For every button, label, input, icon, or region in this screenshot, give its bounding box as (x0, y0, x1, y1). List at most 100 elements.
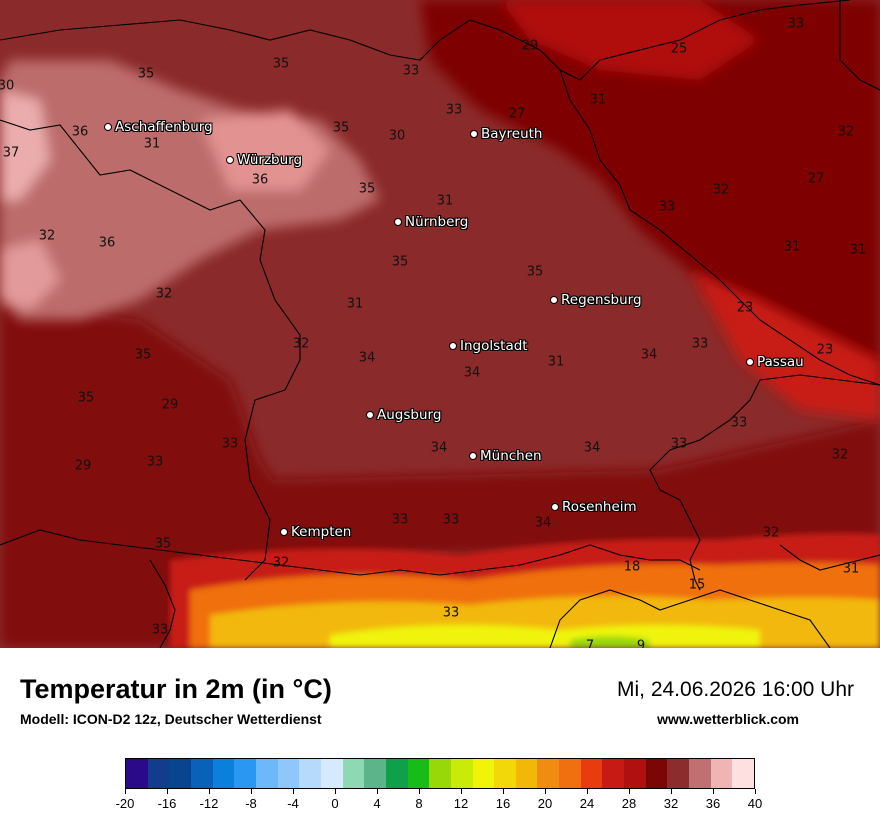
legend-tick-label: 24 (579, 796, 595, 811)
border-italy (549, 589, 831, 648)
city-name: Regensburg (561, 292, 642, 308)
temperature-value: 32 (38, 228, 56, 244)
temperature-value: 36 (251, 172, 269, 188)
legend-tick-label: -12 (199, 796, 219, 811)
city-dot-icon (104, 123, 112, 131)
legend-tick-label: 8 (415, 796, 423, 811)
legend-tick (208, 789, 210, 794)
city-marker[interactable]: Augsburg (366, 407, 441, 423)
temperature-value: 35 (391, 254, 409, 270)
legend-tick (754, 789, 756, 794)
city-marker[interactable]: Aschaffenburg (104, 119, 213, 135)
color-legend (125, 758, 755, 789)
temperature-value: 30 (388, 128, 406, 144)
temperature-value: 31 (547, 354, 565, 370)
legend-tick (418, 789, 420, 794)
temperature-value: 35 (77, 390, 95, 406)
border-bavaria-north (0, 0, 851, 81)
temperature-value: 37 (2, 145, 20, 161)
temperature-value: 15 (688, 577, 706, 593)
legend-color-swatch (667, 759, 690, 788)
city-dot-icon (550, 296, 558, 304)
temperature-value: 33 (442, 512, 460, 528)
temperature-value: 29 (74, 458, 92, 474)
legend-tick-label: 36 (705, 796, 721, 811)
temperature-value: 32 (272, 555, 290, 571)
temperature-value: 33 (691, 336, 709, 352)
temperature-value: 35 (358, 181, 376, 197)
city-marker[interactable]: Passau (746, 354, 804, 370)
legend-color-swatch (429, 759, 451, 788)
city-marker[interactable]: Kempten (280, 524, 351, 540)
city-name: Bayreuth (481, 126, 543, 142)
legend-tick (166, 789, 168, 794)
temperature-value: 33 (221, 436, 239, 452)
temperature-value: 35 (154, 536, 172, 552)
temperature-value: 33 (146, 454, 164, 470)
city-dot-icon (470, 130, 478, 138)
legend-tick-label: 32 (663, 796, 679, 811)
temperature-value: 31 (346, 296, 364, 312)
temperature-value: 35 (134, 347, 152, 363)
map-layer (0, 0, 880, 648)
city-marker[interactable]: München (469, 448, 542, 464)
city-marker[interactable]: Regensburg (550, 292, 642, 308)
legend-color-swatch (689, 759, 711, 788)
temperature-value: 35 (332, 120, 350, 136)
temperature-value: 33 (151, 622, 169, 638)
temperature-value: 29 (521, 38, 539, 54)
legend-tick (628, 789, 630, 794)
legend-tick (334, 789, 336, 794)
website-link[interactable]: www.wetterblick.com (657, 711, 799, 727)
city-name: Aschaffenburg (115, 119, 213, 135)
legend-tick-label: 4 (373, 796, 381, 811)
legend-color-swatch (234, 759, 256, 788)
temperature-map[interactable]: Aschaffenburg Würzburg Bayreuth Nürnberg Reg… (0, 0, 880, 648)
legend-color-swatch (126, 759, 148, 788)
legend-color-swatch (645, 759, 668, 788)
temperature-value: 35 (272, 56, 290, 72)
legend-tick (124, 789, 126, 794)
legend-tick (544, 789, 546, 794)
border-alps (0, 529, 701, 576)
region-hot-west (0, 90, 50, 200)
city-name: München (480, 448, 542, 464)
legend-color-swatch (342, 759, 365, 788)
city-marker[interactable]: Rosenheim (551, 499, 637, 515)
legend-tick-label: 12 (453, 796, 469, 811)
legend-tick (670, 789, 672, 794)
city-marker[interactable]: Bayreuth (470, 126, 543, 142)
city-marker[interactable]: Ingolstadt (449, 338, 528, 354)
legend-color-swatch (147, 759, 170, 788)
temperature-value: 31 (436, 193, 454, 209)
temperature-value: 25 (670, 41, 688, 57)
temperature-value: 33 (402, 63, 420, 79)
legend-tick (712, 789, 714, 794)
city-dot-icon (469, 452, 477, 460)
region-northeast (420, 0, 880, 380)
city-dot-icon (366, 411, 374, 419)
forecast-datetime: Mi, 24.06.2026 16:00 Uhr (617, 678, 854, 701)
temperature-value: 34 (583, 440, 601, 456)
city-name: Passau (757, 354, 804, 370)
legend-tick-label: 16 (495, 796, 511, 811)
legend-color-swatch (494, 759, 516, 788)
legend-color-swatch (450, 759, 473, 788)
temperature-value: 33 (442, 605, 460, 621)
temperature-value: 31 (842, 561, 860, 577)
legend-color-swatch (320, 759, 343, 788)
temperature-value: 23 (736, 300, 754, 316)
city-marker[interactable]: Würzburg (226, 152, 302, 168)
legend-color-swatch (472, 759, 495, 788)
city-dot-icon (280, 528, 288, 536)
border-austria-north (649, 374, 880, 591)
legend-tick-label: -16 (157, 796, 177, 811)
legend-color-swatch (299, 759, 321, 788)
city-dot-icon (226, 156, 234, 164)
city-marker[interactable]: Nürnberg (394, 214, 468, 230)
model-info: Modell: ICON-D2 12z, Deutscher Wetterdie… (20, 711, 322, 727)
temperature-value: 30 (0, 78, 15, 94)
legend-tick (586, 789, 588, 794)
legend-tick-label: 28 (621, 796, 637, 811)
legend-tick (376, 789, 378, 794)
